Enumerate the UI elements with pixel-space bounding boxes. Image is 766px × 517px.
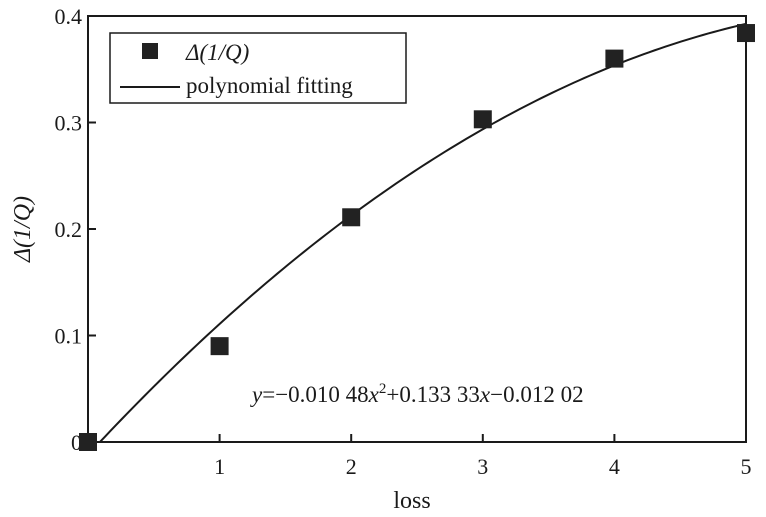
- legend-label-fit: polynomial fitting: [186, 73, 353, 98]
- data-point: [342, 208, 361, 227]
- y-tick-label: 0: [71, 430, 82, 455]
- fit-equation: y=−0.010 48x2+0.133 33x−0.012 02: [250, 381, 584, 407]
- data-point: [737, 24, 755, 43]
- data-point: [210, 337, 229, 356]
- x-tick-label: 1: [214, 454, 225, 479]
- legend-square-marker: [142, 43, 158, 59]
- y-axis: 0 0.1 0.2 0.3 0.4: [55, 4, 96, 455]
- legend-label-points: Δ(1/Q): [185, 40, 249, 65]
- x-tick-label: 4: [609, 454, 620, 479]
- x-axis: 1 2 3 4 5: [87, 434, 752, 479]
- data-point: [605, 49, 624, 68]
- legend: Δ(1/Q) polynomial fitting: [109, 32, 407, 104]
- y-axis-title: Δ(1/Q): [10, 196, 36, 263]
- x-tick-label: 3: [477, 454, 488, 479]
- x-tick-label: 2: [346, 454, 357, 479]
- y-tick-label: 0.2: [55, 217, 83, 242]
- data-point: [473, 110, 492, 129]
- data-point: [79, 433, 97, 451]
- legend-box: [109, 32, 407, 104]
- y-tick-label: 0.3: [55, 111, 83, 136]
- y-tick-label: 0.1: [55, 324, 83, 349]
- x-tick-label: 5: [741, 454, 752, 479]
- y-tick-label: 0.4: [55, 4, 83, 29]
- data-points: [79, 24, 755, 451]
- polynomial-fit-line: [99, 22, 747, 443]
- x-axis-title: loss: [393, 488, 430, 514]
